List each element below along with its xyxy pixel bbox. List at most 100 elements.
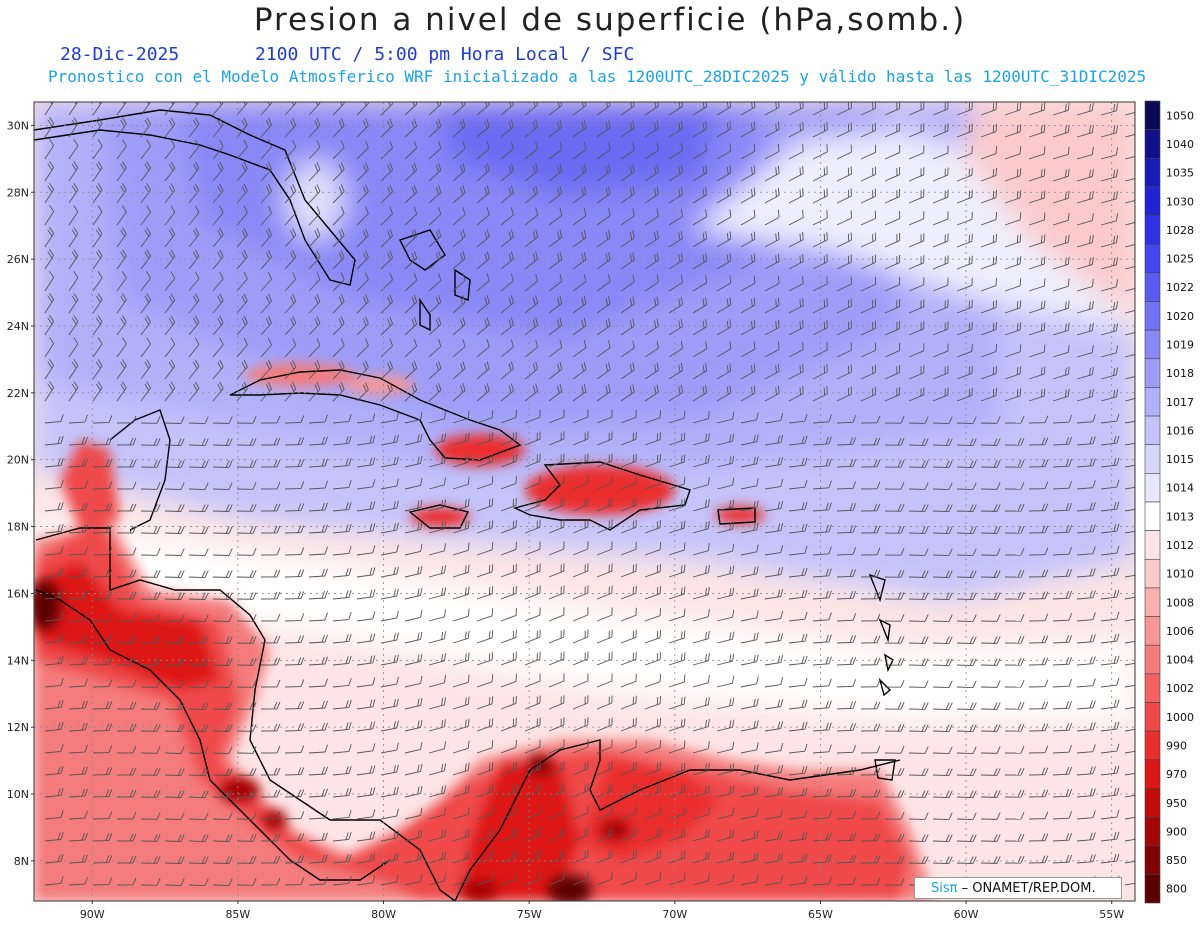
wind-barb (1100, 169, 1118, 182)
wind-barb (500, 273, 514, 292)
wind-barb (356, 545, 376, 556)
wind-barb (860, 811, 881, 820)
wind-barb (1004, 256, 1022, 270)
wind-barb (548, 185, 563, 204)
colorbar-swatch (1144, 243, 1161, 274)
lat-label: 30N (7, 119, 29, 132)
wind-barb (980, 702, 1001, 710)
wind-barb (572, 607, 589, 622)
wind-barb (1124, 551, 1135, 556)
wind-barb (692, 763, 710, 776)
wind-barb (44, 700, 64, 710)
wind-barb (284, 525, 305, 534)
wind-barb (740, 808, 759, 820)
wind-barb (572, 409, 589, 424)
wind-barb (140, 271, 151, 292)
wind-barb (884, 723, 905, 732)
wind-barb (860, 342, 877, 358)
wind-barb (212, 548, 233, 556)
lon-label: 75W (517, 908, 542, 921)
wind-barb (548, 519, 565, 534)
wind-barb (332, 206, 345, 226)
wind-barb (572, 208, 587, 226)
wind-barb (116, 315, 127, 336)
wind-barb (932, 592, 953, 600)
wind-barb (452, 317, 466, 336)
wind-barb (260, 337, 272, 358)
wind-barb (716, 143, 732, 160)
wind-barb (884, 855, 905, 864)
wind-barb (332, 382, 345, 402)
wind-barb (980, 504, 1001, 512)
wind-barb (380, 808, 399, 820)
wind-barb (1076, 322, 1094, 336)
wind-barb (116, 547, 137, 556)
wind-barb (620, 318, 635, 336)
wind-barb (692, 165, 708, 182)
wind-barb (332, 678, 352, 688)
wind-barb (428, 272, 442, 292)
wind-barb (380, 610, 399, 622)
wind-barb (476, 608, 494, 622)
wind-barb (404, 162, 418, 182)
wind-barb (476, 740, 494, 754)
wind-barb (1100, 523, 1120, 534)
wind-barb (188, 724, 209, 733)
wind-barb (812, 678, 832, 688)
wind-barb (524, 541, 541, 556)
wind-barb (860, 701, 881, 710)
wind-barb (860, 437, 881, 446)
wind-barb (44, 436, 64, 446)
lat-label: 16N (7, 587, 29, 600)
wind-barb (284, 591, 305, 600)
wind-barb (476, 674, 494, 688)
wind-barb (596, 541, 613, 556)
wind-barb (740, 478, 759, 490)
wind-barb (764, 457, 784, 468)
wind-barb (212, 139, 224, 160)
wind-barb (356, 765, 376, 776)
wind-barb (596, 673, 613, 688)
wind-barb (44, 876, 64, 886)
wind-barb (908, 746, 929, 754)
wind-barb (980, 834, 1001, 842)
wind-barb (836, 657, 857, 666)
wind-barb (932, 438, 953, 446)
wind-barb (308, 162, 321, 182)
wind-barb (524, 673, 541, 688)
wind-barb (188, 878, 209, 887)
wind-barb (1100, 545, 1120, 556)
wind-barb (692, 587, 710, 600)
wind-barb (572, 695, 589, 710)
wind-barb (284, 877, 305, 886)
wind-barb (44, 590, 64, 600)
wind-barb (1124, 463, 1135, 468)
wind-barb (956, 768, 977, 776)
wind-barb (860, 855, 881, 864)
colorbar-swatch (1144, 644, 1161, 675)
wind-barb (260, 117, 272, 138)
wind-barb (860, 276, 877, 292)
wind-barb (356, 677, 376, 688)
wind-barb (548, 761, 565, 776)
wind-barb (548, 695, 565, 710)
wind-barb (548, 673, 565, 688)
wind-barb (428, 829, 446, 842)
wind-barb (428, 140, 442, 160)
wind-barb (356, 721, 376, 732)
wind-barb (572, 431, 589, 446)
wind-barb (572, 739, 589, 754)
wind-barb (1100, 699, 1120, 710)
wind-barb (884, 459, 905, 468)
wind-barb (188, 504, 209, 513)
wind-barb (1004, 657, 1025, 666)
wind-barb (860, 320, 877, 336)
wind-barb (740, 742, 759, 754)
wind-barb (596, 607, 613, 622)
wind-barb (476, 295, 490, 314)
wind-barb (692, 609, 710, 622)
wind-barb (860, 144, 877, 160)
wind-barb (428, 316, 442, 336)
wind-barb (164, 570, 185, 578)
